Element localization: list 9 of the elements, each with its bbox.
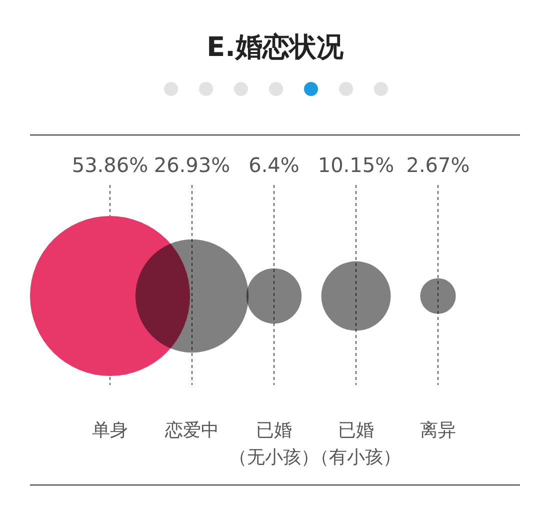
category-label: 恋爱中 [164, 420, 219, 441]
category-label: 单身 [92, 420, 128, 441]
data-label: 53.86% [72, 153, 148, 177]
data-label: 2.67% [406, 153, 470, 177]
text: E.婚恋状况 [206, 32, 344, 63]
data-label: 6.4% [248, 153, 300, 177]
data-label: 26.93% [154, 153, 230, 177]
category-label: 离异 [420, 420, 456, 441]
data-label: 10.15% [318, 153, 394, 177]
